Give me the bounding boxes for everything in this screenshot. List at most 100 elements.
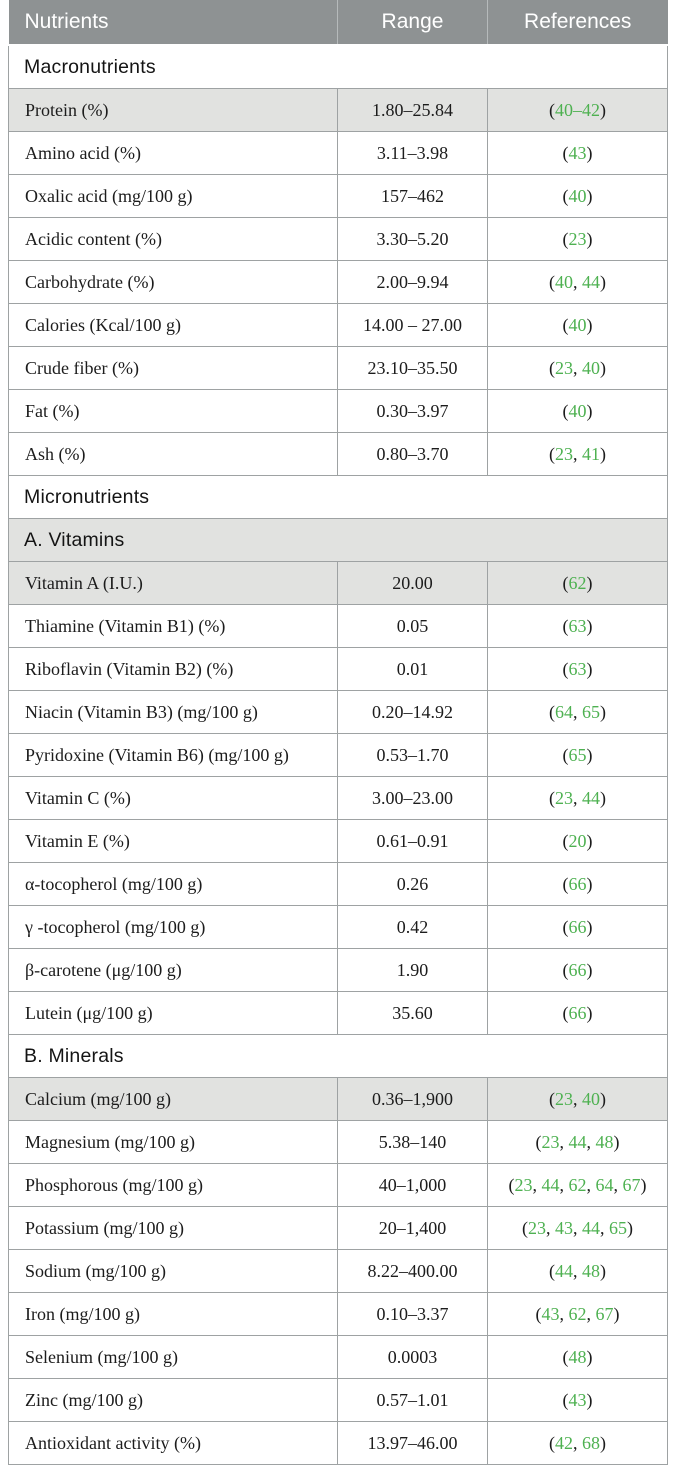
- nutrient-cell: Iron (mg/100 g): [8, 1292, 338, 1336]
- table-row: Riboflavin (Vitamin B2) (%) 0.01 (63): [8, 647, 668, 691]
- range-cell: 3.11–3.98: [337, 131, 488, 175]
- reference-link[interactable]: 66: [568, 873, 587, 894]
- table-row: Lutein (μg/100 g) 35.60 (66): [8, 991, 668, 1035]
- reference-link[interactable]: 62: [568, 572, 587, 593]
- nutrient-cell: Carbohydrate (%): [8, 260, 338, 304]
- reference-link[interactable]: 23: [514, 1174, 533, 1195]
- reference-link[interactable]: 23: [555, 357, 573, 378]
- reference-link[interactable]: 68: [582, 1432, 600, 1453]
- nutrients-table: Nutrients Range References Macronutrient…: [8, 0, 668, 1465]
- range-cell: 0.05: [337, 604, 488, 648]
- reference-link[interactable]: 62: [568, 1174, 587, 1195]
- nutrient-cell: Vitamin C (%): [8, 776, 338, 820]
- table-row: Protein (%) 1.80–25.84 (40–42): [8, 88, 668, 132]
- nutrient-cell: Antioxidant activity (%): [8, 1421, 338, 1465]
- range-cell: 0.26: [337, 862, 488, 906]
- reference-link[interactable]: 43: [555, 1217, 573, 1238]
- references-cell: (66): [487, 948, 668, 992]
- reference-link[interactable]: 23: [528, 1217, 546, 1238]
- reference-link[interactable]: 48: [582, 1260, 600, 1281]
- nutrient-cell: β-carotene (μg/100 g): [8, 948, 338, 992]
- nutrient-cell: Potassium (mg/100 g): [8, 1206, 338, 1250]
- table-row: Ash (%) 0.80–3.70 (23, 41): [8, 432, 668, 476]
- references-cell: (63): [487, 647, 668, 691]
- section-header: Macronutrients: [8, 44, 668, 89]
- reference-link[interactable]: 66: [568, 959, 587, 980]
- reference-link[interactable]: 63: [568, 615, 587, 636]
- reference-link[interactable]: 44: [568, 1131, 587, 1152]
- range-cell: 0.10–3.37: [337, 1292, 488, 1336]
- references-cell: (40, 44): [487, 260, 668, 304]
- reference-link[interactable]: 48: [568, 1346, 587, 1367]
- nutrient-cell: Calcium (mg/100 g): [8, 1077, 338, 1121]
- reference-link[interactable]: 65: [609, 1217, 627, 1238]
- reference-link[interactable]: 44: [541, 1174, 560, 1195]
- reference-link[interactable]: 43: [568, 142, 587, 163]
- references-cell: (40): [487, 174, 668, 218]
- reference-link[interactable]: 40: [582, 1088, 600, 1109]
- reference-link[interactable]: 66: [568, 1002, 587, 1023]
- reference-link[interactable]: 66: [568, 916, 587, 937]
- table-row: Amino acid (%) 3.11–3.98 (43): [8, 131, 668, 175]
- reference-link[interactable]: 44: [582, 271, 600, 292]
- reference-link[interactable]: 44: [582, 787, 600, 808]
- reference-link[interactable]: 65: [582, 701, 600, 722]
- references-cell: (23, 44, 48): [487, 1120, 668, 1164]
- reference-link[interactable]: 44: [555, 1260, 573, 1281]
- nutrient-cell: Phosphorous (mg/100 g): [8, 1163, 338, 1207]
- reference-link[interactable]: 40–42: [555, 99, 600, 120]
- nutrient-cell: Pyridoxine (Vitamin B6) (mg/100 g): [8, 733, 338, 777]
- reference-link[interactable]: 23: [555, 443, 573, 464]
- reference-link[interactable]: 42: [555, 1432, 573, 1453]
- reference-link[interactable]: 20: [568, 830, 587, 851]
- references-cell: (23, 40): [487, 1077, 668, 1121]
- section-row: B. Minerals: [8, 1034, 668, 1078]
- range-cell: 3.00–23.00: [337, 776, 488, 820]
- reference-link[interactable]: 40: [582, 357, 600, 378]
- reference-link[interactable]: 23: [555, 1088, 573, 1109]
- table-row: Vitamin C (%) 3.00–23.00 (23, 44): [8, 776, 668, 820]
- reference-link[interactable]: 40: [568, 314, 587, 335]
- section-row: Macronutrients: [8, 44, 668, 89]
- references-cell: (23, 41): [487, 432, 668, 476]
- reference-link[interactable]: 23: [568, 228, 587, 249]
- nutrient-cell: Crude fiber (%): [8, 346, 338, 390]
- range-cell: 20–1,400: [337, 1206, 488, 1250]
- reference-link[interactable]: 41: [582, 443, 600, 464]
- section-header: B. Minerals: [8, 1034, 668, 1078]
- nutrient-cell: Lutein (μg/100 g): [8, 991, 338, 1035]
- reference-link[interactable]: 40: [555, 271, 573, 292]
- reference-link[interactable]: 43: [541, 1303, 560, 1324]
- reference-link[interactable]: 64: [555, 701, 573, 722]
- reference-link[interactable]: 63: [568, 658, 587, 679]
- nutrient-cell: α-tocopherol (mg/100 g): [8, 862, 338, 906]
- reference-link[interactable]: 67: [595, 1303, 614, 1324]
- references-cell: (65): [487, 733, 668, 777]
- reference-link[interactable]: 48: [595, 1131, 614, 1152]
- nutrient-cell: Oxalic acid (mg/100 g): [8, 174, 338, 218]
- references-cell: (48): [487, 1335, 668, 1379]
- reference-link[interactable]: 64: [595, 1174, 614, 1195]
- nutrient-cell: Protein (%): [8, 88, 338, 132]
- reference-link[interactable]: 65: [568, 744, 587, 765]
- reference-link[interactable]: 43: [568, 1389, 587, 1410]
- reference-link[interactable]: 44: [582, 1217, 600, 1238]
- reference-link[interactable]: 23: [541, 1131, 560, 1152]
- table-row: Phosphorous (mg/100 g) 40–1,000 (23, 44, 6…: [8, 1163, 668, 1207]
- table-row: γ -tocopherol (mg/100 g) 0.42 (66): [8, 905, 668, 949]
- references-cell: (20): [487, 819, 668, 863]
- range-cell: 35.60: [337, 991, 488, 1035]
- range-cell: 8.22–400.00: [337, 1249, 488, 1293]
- table-row: Potassium (mg/100 g) 20–1,400 (23, 43, 44,…: [8, 1206, 668, 1250]
- range-cell: 2.00–9.94: [337, 260, 488, 304]
- table-row: α-tocopherol (mg/100 g) 0.26 (66): [8, 862, 668, 906]
- reference-link[interactable]: 62: [568, 1303, 587, 1324]
- nutrient-cell: Zinc (mg/100 g): [8, 1378, 338, 1422]
- reference-link[interactable]: 40: [568, 400, 587, 421]
- reference-link[interactable]: 67: [622, 1174, 641, 1195]
- reference-link[interactable]: 23: [555, 787, 573, 808]
- nutrient-cell: Thiamine (Vitamin B1) (%): [8, 604, 338, 648]
- table-row: Selenium (mg/100 g) 0.0003 (48): [8, 1335, 668, 1379]
- references-cell: (66): [487, 905, 668, 949]
- reference-link[interactable]: 40: [568, 185, 587, 206]
